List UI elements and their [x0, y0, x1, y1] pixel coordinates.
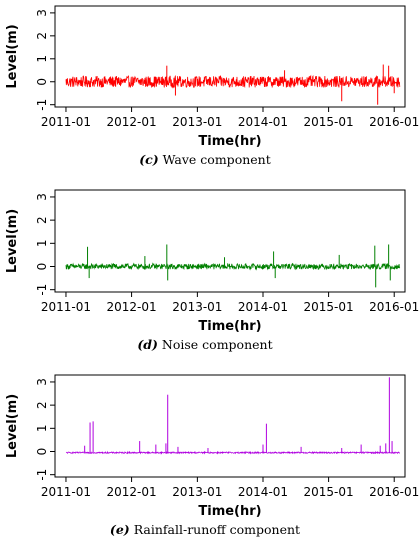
x-tick: 2012-01 [107, 107, 157, 129]
y-tick-label: 3 [35, 378, 49, 386]
x-tick-label: 2013-01 [172, 115, 222, 129]
x-tick-label: 2016-01 [369, 115, 419, 129]
series-trace [65, 262, 401, 271]
x-tick-label: 2015-01 [304, 300, 354, 314]
series-line [65, 244, 401, 288]
y-tick: 1 [35, 424, 55, 432]
x-axis-title: Time(hr) [198, 504, 261, 519]
x-tick: 2012-01 [107, 292, 157, 314]
caption-letter: (e) [110, 522, 130, 537]
x-tick-label: 2011-01 [41, 485, 91, 499]
x-tick-label: 2012-01 [107, 485, 157, 499]
y-tick: 0 [35, 448, 55, 456]
x-tick: 2011-01 [41, 107, 91, 129]
x-tick: 2013-01 [172, 292, 222, 314]
y-axis-title: Level(m) [5, 24, 20, 88]
y-tick-label: 3 [35, 9, 49, 17]
x-tick-label: 2014-01 [238, 485, 288, 499]
x-axis-title: Time(hr) [198, 134, 261, 149]
x-tick: 2013-01 [172, 107, 222, 129]
y-tick: 0 [35, 78, 55, 86]
plot-frame [54, 5, 406, 108]
y-tick: -1 [35, 284, 55, 296]
x-axis-title: Time(hr) [198, 319, 261, 334]
y-tick: 1 [35, 55, 55, 63]
y-tick: 3 [35, 9, 55, 17]
y-tick: 1 [35, 239, 55, 247]
y-tick: 3 [35, 193, 55, 201]
y-tick: -1 [35, 469, 55, 481]
series-line [65, 64, 401, 105]
x-tick-label: 2014-01 [238, 115, 288, 129]
y-tick: 2 [35, 32, 55, 40]
x-tick: 2015-01 [304, 292, 354, 314]
x-tick-label: 2013-01 [172, 300, 222, 314]
y-tick-label: -1 [35, 284, 49, 296]
panel-rainfall-runoff-component: -1 0 1 2 3 2011-01 2012-01 2013-01 2014-01 2015-0… [5, 374, 419, 537]
x-tick-label: 2016-01 [369, 300, 419, 314]
x-tick-label: 2011-01 [41, 300, 91, 314]
x-tick-label: 2011-01 [41, 115, 91, 129]
x-tick: 2011-01 [41, 292, 91, 314]
panel-caption: (c) Wave component [139, 152, 271, 167]
panel-caption: (d) Noise component [137, 337, 272, 352]
caption-letter: (c) [139, 152, 159, 167]
panel-caption: (e) Rainfall-runoff component [110, 522, 300, 537]
caption-text: Rainfall-runoff component [130, 522, 300, 537]
x-tick: 2012-01 [107, 477, 157, 499]
y-tick: 2 [35, 401, 55, 409]
x-tick-label: 2012-01 [107, 115, 157, 129]
x-tick-label: 2015-01 [304, 115, 354, 129]
x-tick: 2016-01 [369, 292, 419, 314]
y-tick-label: -1 [35, 469, 49, 481]
x-tick-label: 2012-01 [107, 300, 157, 314]
x-tick: 2014-01 [238, 292, 288, 314]
y-tick-label: 2 [35, 32, 49, 40]
x-tick-label: 2014-01 [238, 300, 288, 314]
y-axis-title: Level(m) [5, 209, 20, 273]
y-tick-label: 0 [35, 448, 49, 456]
y-tick-label: -1 [35, 99, 49, 111]
x-tick: 2015-01 [304, 107, 354, 129]
y-tick-label: 0 [35, 78, 49, 86]
caption-text: Wave component [159, 152, 271, 167]
x-tick: 2016-01 [369, 107, 419, 129]
series-line [65, 377, 400, 455]
x-tick-label: 2013-01 [172, 485, 222, 499]
x-tick: 2011-01 [41, 477, 91, 499]
x-tick: 2014-01 [238, 107, 288, 129]
x-tick: 2014-01 [238, 477, 288, 499]
panel-noise-component: -1 0 1 2 3 2011-01 2012-01 2013-01 2014-01 2015-0… [5, 189, 419, 352]
plot-frame [54, 189, 406, 293]
x-tick: 2016-01 [369, 477, 419, 499]
series-trace [65, 74, 401, 89]
y-tick: 3 [35, 378, 55, 386]
y-tick-label: 2 [35, 401, 49, 409]
caption-text: Noise component [158, 337, 273, 352]
plot-frame [54, 374, 406, 478]
y-tick: -1 [35, 99, 55, 111]
panel-wave-component: -1 0 1 2 3 2011-01 2012-01 2013-01 2014-01 2015-0… [5, 5, 419, 167]
x-tick-label: 2015-01 [304, 485, 354, 499]
y-tick: 0 [35, 263, 55, 271]
x-tick-label: 2016-01 [369, 485, 419, 499]
y-tick-label: 0 [35, 263, 49, 271]
y-tick-label: 1 [35, 55, 49, 63]
caption-letter: (d) [137, 337, 158, 352]
y-axis-title: Level(m) [5, 394, 20, 458]
y-tick-label: 2 [35, 216, 49, 224]
y-tick-label: 1 [35, 239, 49, 247]
y-tick: 2 [35, 216, 55, 224]
x-tick: 2013-01 [172, 477, 222, 499]
y-tick-label: 3 [35, 193, 49, 201]
series-trace [65, 450, 400, 455]
y-tick-label: 1 [35, 424, 49, 432]
x-tick: 2015-01 [304, 477, 354, 499]
